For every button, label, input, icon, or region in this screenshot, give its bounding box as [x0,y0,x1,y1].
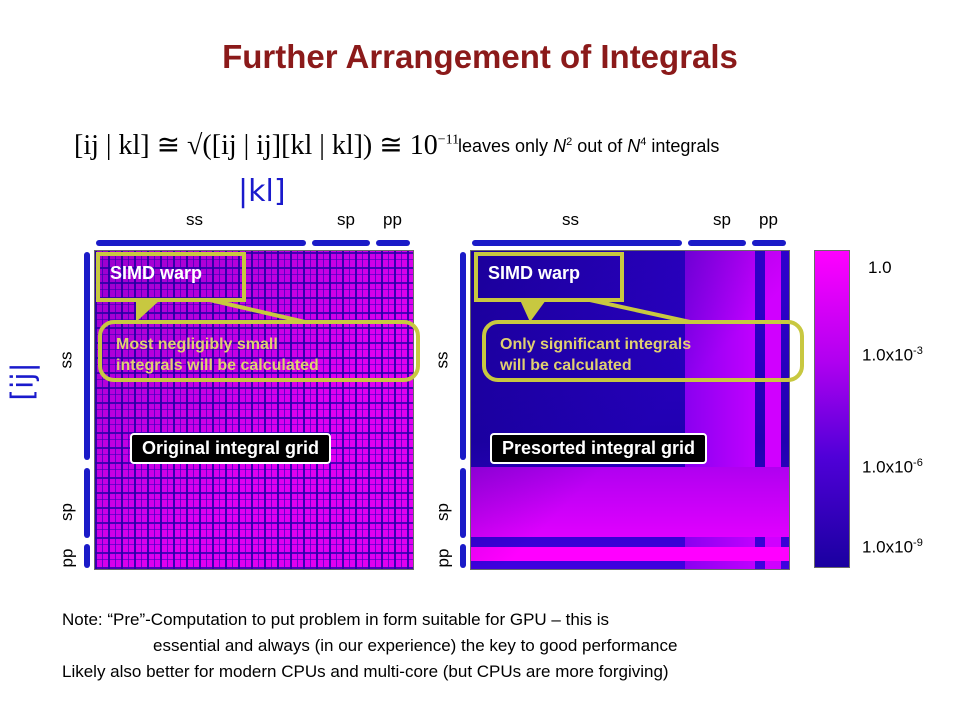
leaves-sup2: 4 [640,136,647,148]
scale-label-1: 1.0 [868,258,892,277]
left-top-bar-ss [96,240,306,246]
right-callout: Only significant integrals will be calcu… [482,320,804,382]
formula-text: [ij | kl] ≅ √([ij | ij][kl | kl]) ≅ 10 [74,130,438,161]
left-top-label-ss: ss [186,210,203,229]
left-side-bar-sp [84,468,90,538]
scale-label-4-base: 1.0x10 [862,537,914,557]
presorted-integral-grid [470,250,790,570]
note-line-1: Note: “Pre”-Computation to put problem i… [62,610,610,629]
right-callout-pointer [520,300,546,322]
right-top-label-ss: ss [562,210,579,229]
left-top-label-sp: sp [337,210,355,229]
left-top-label-pp: pp [383,210,402,229]
screening-formula: [ij | kl] ≅ √([ij | ij][kl | kl]) ≅ 10−1… [74,128,459,162]
left-top-bar-pp [376,240,410,246]
leaves-suffix: integrals [646,136,720,156]
magnitude-scale-bar [814,250,850,568]
scale-label-4-exp: -9 [913,537,923,549]
right-callout-line2: will be calculated [500,357,632,374]
presorted-grid-label: Presorted integral grid [490,433,708,464]
left-callout: Most negligibly small integrals will be … [98,320,420,382]
original-grid-label: Original integral grid [130,433,332,464]
formula-exponent: −11 [437,132,460,148]
right-top-bar-ss [472,240,682,246]
note-line-2: essential and always (in our experience)… [153,636,678,655]
right-side-bar-sp [460,468,466,538]
leaves-text: leaves only N2 out of N4 integrals [458,136,719,157]
right-side-bar-ss [460,252,466,460]
right-top-label-pp: pp [759,210,778,229]
scale-label-3-exp: -6 [913,457,923,469]
right-simd-warp-label: SIMD warp [488,263,581,283]
leaves-sup1: 2 [566,136,573,148]
left-callout-line1: Most negligibly small [116,336,278,353]
right-callout-line1: Only significant integrals [500,336,692,353]
right-top-bar-pp [752,240,786,246]
left-callout-line [209,298,306,324]
left-simd-warp-label: SIMD warp [110,263,203,283]
page-title: Further Arrangement of Integrals [222,38,738,75]
left-callout-pointer [136,300,160,322]
leaves-n2: N [627,136,641,156]
right-callout-line [589,298,691,324]
left-side-bar-pp [84,544,90,568]
scale-label-2-exp: -3 [913,345,923,357]
leaves-middle: out of [572,136,628,156]
scale-label-4: 1.0x10-9 [862,537,923,558]
scale-label-2: 1.0x10-3 [862,345,923,366]
left-callout-line2: integrals will be calculated [116,357,319,374]
left-side-bar-ss [84,252,90,460]
right-top-bar-sp [688,240,746,246]
right-side-bar-pp [460,544,466,568]
leaves-n: N [553,136,567,156]
right-simd-warp-box: SIMD warp [474,252,624,302]
note-line-3: Likely also better for modern CPUs and m… [62,662,669,681]
left-simd-warp-box: SIMD warp [96,252,246,302]
scale-label-3: 1.0x10-6 [862,457,923,478]
right-top-label-sp: sp [713,210,731,229]
left-top-bar-sp [312,240,370,246]
kl-axis-symbol: |kl] [238,174,286,209]
scale-label-2-base: 1.0x10 [862,345,914,365]
scale-label-3-base: 1.0x10 [862,457,914,477]
leaves-prefix: leaves only [458,136,554,156]
